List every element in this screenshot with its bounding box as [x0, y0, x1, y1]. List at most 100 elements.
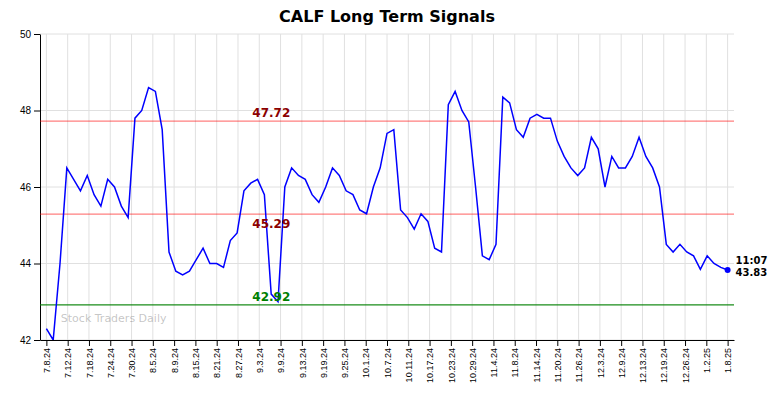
- x-tick: 12.13.24: [638, 340, 648, 383]
- x-tick: 9.19.24: [319, 340, 329, 378]
- grid-line-x: [642, 34, 643, 340]
- x-tick-mark: [515, 340, 516, 346]
- x-tick-mark: [195, 340, 196, 346]
- x-tick: 10.29.24: [468, 340, 478, 383]
- grid-line-x: [323, 34, 324, 340]
- x-tick-label: 1.2.25: [702, 348, 712, 373]
- x-tick-mark: [323, 340, 324, 346]
- x-tick-mark: [259, 340, 260, 346]
- x-tick: 8.5.24: [148, 340, 158, 373]
- x-tick-label: 11.20.24: [553, 348, 563, 382]
- x-tick-label: 10.7.24: [383, 348, 393, 378]
- chart: 7.8.247.12.247.18.247.24.247.30.248.5.24…: [0, 0, 784, 398]
- x-tick: 1.8.25: [723, 340, 733, 373]
- x-tick-label: 8.9.24: [170, 348, 180, 373]
- grid-line-x: [67, 34, 68, 340]
- x-tick: 12.26.24: [681, 340, 691, 383]
- grid: [40, 34, 734, 340]
- x-tick-label: 11.14.24: [532, 348, 542, 382]
- grid-line-x: [472, 34, 473, 340]
- grid-line-x: [536, 34, 537, 340]
- y-tick: 46: [20, 182, 40, 193]
- y-tick: 42: [20, 335, 40, 346]
- x-tick-label: 10.17.24: [425, 348, 435, 383]
- x-tick: 7.30.24: [127, 340, 137, 378]
- x-tick: 7.8.24: [42, 340, 52, 373]
- y-tick-mark: [34, 34, 40, 35]
- x-tick-label: 12.9.24: [617, 348, 627, 378]
- x-tick-label: 8.15.24: [191, 348, 201, 378]
- x-tick: 9.13.24: [297, 340, 307, 378]
- x-tick-mark: [685, 340, 686, 346]
- x-tick-label: 7.24.24: [106, 348, 116, 378]
- y-tick-label: 48: [20, 105, 32, 116]
- x-tick: 8.27.24: [234, 340, 244, 378]
- x-tick-mark: [281, 340, 282, 346]
- y-tick-mark: [34, 340, 40, 341]
- x-tick-label: 10.29.24: [468, 348, 478, 383]
- x-tick: 10.1.24: [361, 340, 371, 378]
- y-tick-mark: [34, 264, 40, 265]
- grid-line-x: [195, 34, 196, 340]
- x-tick-label: 1.8.25: [723, 348, 733, 373]
- x-tick-mark: [46, 340, 47, 346]
- y-tick-mark: [34, 111, 40, 112]
- x-tick: 12.3.24: [596, 340, 606, 378]
- x-tick-mark: [366, 340, 367, 346]
- x-tick: 10.23.24: [447, 340, 457, 383]
- watermark: Stock Traders Daily: [61, 312, 167, 325]
- x-tick-mark: [387, 340, 388, 346]
- x-tick-label: 8.5.24: [148, 348, 158, 373]
- x-tick: 12.9.24: [617, 340, 627, 378]
- x-tick-label: 7.30.24: [127, 348, 137, 378]
- x-tick: 10.11.24: [404, 340, 414, 382]
- reference-line: [40, 121, 734, 122]
- y-tick: 44: [20, 258, 40, 269]
- x-tick-label: 8.21.24: [212, 348, 222, 378]
- last-label-value: 43.83: [736, 267, 768, 278]
- x-tick: 10.17.24: [425, 340, 435, 383]
- y-tick-label: 50: [20, 29, 32, 40]
- x-tick-mark: [451, 340, 452, 346]
- x-tick-mark: [302, 340, 303, 346]
- x-tick: 1.2.25: [702, 340, 712, 373]
- grid-line-x: [152, 34, 153, 340]
- y-axis: 42 44 46 48 50: [20, 29, 41, 346]
- x-tick-label: 9.3.24: [255, 348, 265, 373]
- plot: 7.8.247.12.247.18.247.24.247.30.248.5.24…: [20, 29, 768, 383]
- x-tick-mark: [174, 340, 175, 346]
- x-tick-mark: [430, 340, 431, 346]
- grid-line-x: [706, 34, 707, 340]
- x-tick: 11.4.24: [489, 340, 499, 377]
- x-tick: 11.26.24: [574, 340, 584, 382]
- x-tick: 9.25.24: [340, 340, 350, 378]
- grid-line-x: [727, 34, 728, 340]
- x-tick-mark: [536, 340, 537, 346]
- x-tick-label: 9.13.24: [297, 348, 307, 378]
- grid-line-x: [387, 34, 388, 340]
- x-tick: 9.3.24: [255, 340, 265, 373]
- x-tick-mark: [621, 340, 622, 346]
- x-tick: 8.9.24: [170, 340, 180, 373]
- x-tick-mark: [728, 340, 729, 346]
- grid-line-x: [131, 34, 132, 340]
- x-tick: 11.8.24: [510, 340, 520, 377]
- y-tick-label: 42: [20, 335, 32, 346]
- annotation: 42.92: [252, 290, 290, 304]
- x-tick-label: 9.9.24: [276, 348, 286, 373]
- grid-line-x: [663, 34, 664, 340]
- grid-line-x: [365, 34, 366, 340]
- grid-line-x: [237, 34, 238, 340]
- last-point: [725, 267, 731, 273]
- x-tick: 7.24.24: [106, 340, 116, 378]
- last-label-time: 11:07: [736, 255, 768, 266]
- x-tick-label: 9.19.24: [319, 348, 329, 378]
- reference-line: [40, 304, 734, 305]
- x-tick: 12.19.24: [659, 340, 669, 383]
- x-tick-mark: [89, 340, 90, 346]
- x-tick-label: 12.3.24: [596, 348, 606, 378]
- y-tick-mark: [34, 187, 40, 188]
- x-tick-label: 9.25.24: [340, 348, 350, 378]
- grid-line-x: [685, 34, 686, 340]
- x-tick-mark: [408, 340, 409, 346]
